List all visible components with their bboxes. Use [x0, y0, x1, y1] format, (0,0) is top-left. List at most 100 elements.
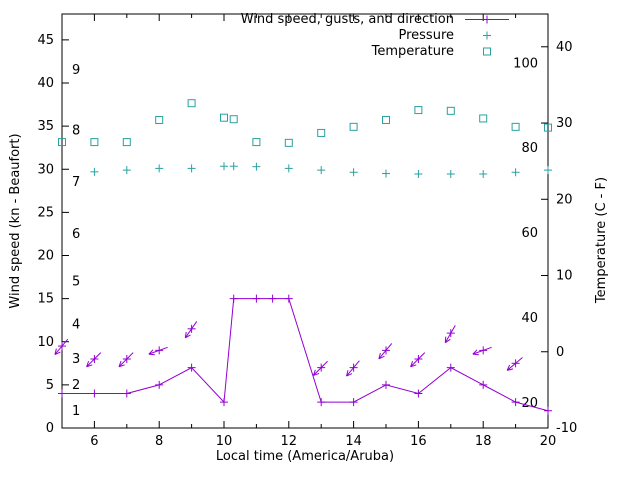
y-left-tick-label: 25	[37, 205, 54, 220]
beaufort-scale-label: 6	[72, 227, 80, 242]
legend-label-pressure: Pressure	[398, 28, 454, 43]
temperature-point	[349, 122, 358, 131]
wind-direction-arrowhead	[472, 349, 478, 355]
beaufort-scale-label: 9	[72, 63, 80, 78]
wind-direction-arrowhead	[346, 373, 353, 377]
wind-direction-arrowhead	[312, 369, 316, 376]
wind-speed-line	[62, 298, 549, 412]
wind-direction-arrowhead	[410, 364, 417, 368]
x-tick-label: 20	[540, 434, 557, 449]
wind-direction-arrowhead	[148, 353, 155, 356]
y-left-tick-label: 35	[37, 119, 54, 134]
wind-direction-arrowhead	[86, 360, 90, 367]
wind-direction-arrow	[346, 360, 360, 377]
wind-direction-arrowhead	[378, 352, 381, 359]
temperature-point	[122, 138, 131, 147]
x-tick-label: 8	[155, 434, 163, 449]
x-axis-label: Local time (America/Aruba)	[215, 449, 395, 464]
temperature-point	[544, 123, 552, 132]
wind-direction-arrowhead	[184, 331, 187, 338]
wind-direction-arrow	[54, 338, 69, 355]
temperature-point	[155, 115, 164, 124]
beaufort-scale-label: 1	[72, 404, 80, 419]
wind-direction-arrow	[410, 352, 426, 368]
wind-direction-arrow	[472, 346, 492, 355]
legend-entry-pressure: Pressure	[398, 28, 512, 43]
beaufort-scale-label: 3	[72, 352, 80, 367]
wind-direction-arrow	[118, 352, 134, 368]
wind-direction-arrow	[86, 352, 102, 368]
beaufort-scale-label: 7	[72, 175, 80, 190]
temperature-point	[317, 128, 326, 137]
temperature-point	[414, 106, 423, 115]
beaufort-scale-label: 5	[72, 274, 80, 289]
temperature-square-sample-icon	[462, 45, 512, 58]
wind-direction-arrow	[506, 357, 523, 371]
y-left-tick-label: 15	[37, 292, 54, 307]
legend-entry-wind: Wind speed, gusts, and direction	[240, 12, 512, 27]
beaufort-scale-label: 4	[72, 318, 80, 333]
wind-direction-arrowhead	[313, 372, 320, 376]
wind-direction-arrow	[313, 360, 328, 376]
temperature-point	[479, 114, 488, 123]
wind-direction-arrowhead	[346, 370, 349, 377]
wind-direction-arrowhead	[507, 368, 514, 371]
wind-direction-arrow	[378, 343, 393, 360]
beaufort-scale-label: 8	[72, 123, 80, 138]
temperature-point	[446, 106, 455, 115]
temperature-point	[220, 113, 228, 122]
wind-direction-arrowhead	[506, 364, 511, 371]
y-left-tick-label: 5	[46, 378, 54, 393]
legend-label-temperature: Temperature	[371, 44, 454, 59]
y-right-tick-label: 40	[556, 40, 573, 55]
wind-line-sample-icon	[462, 13, 512, 26]
wind-direction-arrow	[444, 325, 456, 343]
wind-direction-arrowhead	[410, 360, 414, 367]
y-right-tick-label: 10	[556, 269, 573, 284]
legend-label-wind: Wind speed, gusts, and direction	[240, 12, 454, 27]
y-left-tick-label: 30	[37, 162, 54, 177]
y-left-tick-label: 0	[46, 421, 54, 436]
y-left-tick-label: 10	[37, 335, 54, 350]
x-tick-label: 14	[345, 434, 362, 449]
y-left-tick-label: 45	[37, 33, 54, 48]
temperature-point	[187, 99, 196, 108]
temperature-point	[90, 138, 99, 147]
wind-direction-arrowhead	[86, 364, 93, 368]
plot-border	[61, 13, 549, 429]
pressure-plus-sample-icon	[462, 29, 512, 42]
fahrenheit-scale-label: 80	[521, 141, 538, 156]
x-tick-label: 12	[281, 434, 298, 449]
y-axis-label-right: Temperature (C - F)	[594, 176, 609, 304]
temperature-point	[382, 115, 390, 124]
fahrenheit-scale-label: 60	[521, 226, 538, 241]
y-axis-label-left: Wind speed (kn - Beaufort)	[8, 133, 23, 309]
wind-direction-arrowhead	[54, 351, 61, 355]
x-tick-label: 18	[475, 434, 492, 449]
temperature-point	[58, 138, 66, 147]
wind-direction-arrow	[184, 321, 198, 339]
wind-direction-arrowhead	[472, 353, 479, 356]
y-left-tick-label: 40	[37, 76, 54, 91]
y-left-tick-label: 20	[37, 249, 54, 264]
fahrenheit-scale-label: 40	[521, 311, 538, 326]
wind-direction-arrowhead	[118, 360, 122, 367]
fahrenheit-scale-label: 20	[521, 396, 538, 411]
wind-direction-arrowhead	[148, 349, 154, 355]
wind-direction-arrowhead	[445, 338, 451, 344]
wind-direction-arrowhead	[378, 355, 385, 360]
temperature-point	[284, 138, 293, 147]
wind-direction-arrow	[148, 346, 168, 355]
legend-entry-temperature: Temperature	[371, 44, 512, 59]
x-tick-label: 10	[216, 434, 233, 449]
wind-direction-arrowhead	[185, 334, 191, 339]
fahrenheit-scale-label: 100	[513, 57, 538, 72]
temperature-point	[229, 115, 238, 124]
wind-direction-arrowhead	[54, 348, 57, 355]
y-right-tick-label: 20	[556, 192, 573, 207]
temperature-point	[252, 138, 261, 147]
y-right-tick-label: -10	[556, 421, 577, 436]
x-tick-label: 16	[410, 434, 427, 449]
